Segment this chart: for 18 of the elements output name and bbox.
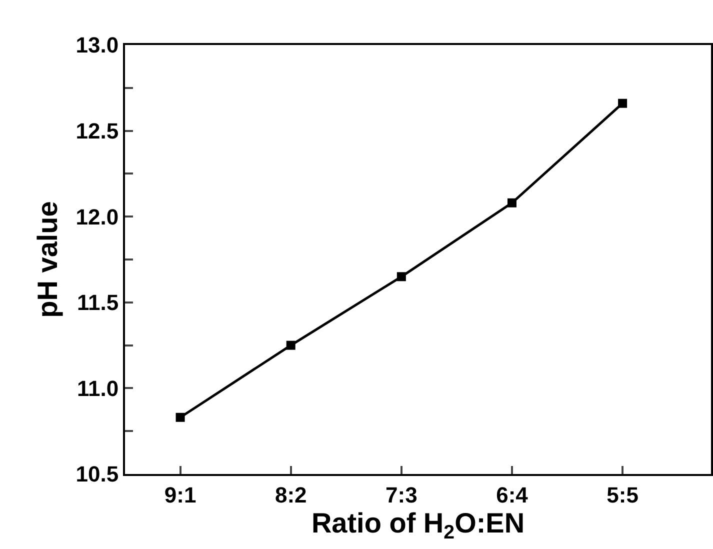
x-axis-title: Ratio of H$_{2}$O:EN — [311, 507, 525, 544]
point — [507, 198, 516, 208]
y-axis-title: pH value — [32, 201, 63, 318]
y-tick-label: 11.5 — [76, 290, 119, 316]
y-tick-label: 11.0 — [76, 376, 119, 401]
x-tick-label: 6:4 — [496, 482, 529, 508]
x-tick-label: 7:3 — [386, 482, 418, 508]
point — [618, 98, 628, 108]
point — [286, 340, 296, 350]
point — [396, 272, 406, 282]
point — [176, 412, 185, 422]
x-tick-label: 8:2 — [274, 482, 307, 508]
y-tick-label: 10.5 — [76, 462, 119, 487]
x-tick-label: 9:1 — [164, 482, 196, 508]
y-tick-label: 12.0 — [76, 204, 119, 230]
x-tick-label: 5:5 — [606, 482, 638, 508]
y-tick-label: 12.5 — [76, 118, 119, 144]
y-tick-label: 13.0 — [76, 32, 119, 58]
